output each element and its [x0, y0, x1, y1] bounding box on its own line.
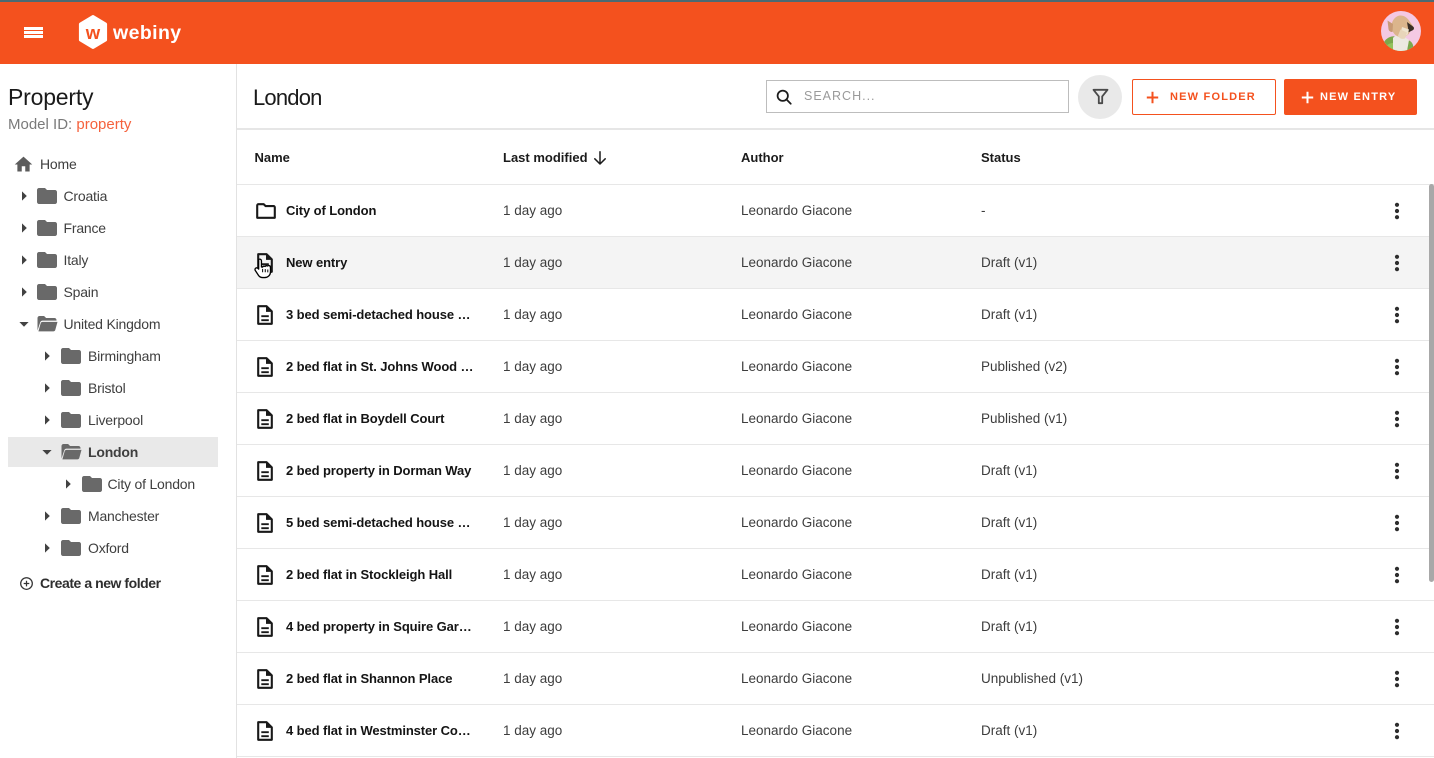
svg-text:w: w — [85, 22, 101, 43]
